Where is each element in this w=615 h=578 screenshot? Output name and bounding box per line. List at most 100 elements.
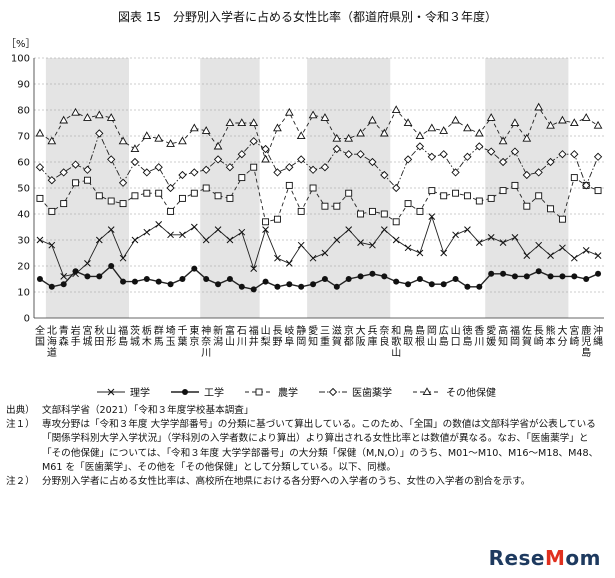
series-line — [39, 215, 599, 277]
category-label: 山口 — [451, 325, 461, 348]
data-point — [368, 115, 377, 124]
data-point — [403, 118, 413, 127]
data-point — [107, 155, 116, 164]
category-label: 福井 — [249, 324, 259, 348]
category-label: 新潟 — [213, 324, 223, 348]
y-tick-label: 20 — [17, 262, 30, 273]
data-point — [71, 107, 80, 116]
data-point — [499, 239, 507, 246]
category-label: 高知 — [498, 324, 508, 348]
category-label: 滋賀 — [332, 324, 342, 348]
data-point — [214, 226, 222, 233]
category-label: 茨城 — [130, 324, 140, 348]
y-tick-label: 10 — [17, 288, 30, 299]
data-point — [486, 113, 496, 121]
data-point — [328, 387, 338, 396]
resemom-logo: ReseMom — [488, 546, 601, 570]
data-point — [439, 126, 449, 134]
data-point — [416, 249, 424, 257]
category-label: 山梨 — [261, 325, 271, 348]
data-point — [72, 268, 79, 275]
data-point — [179, 276, 186, 282]
data-point — [274, 254, 281, 262]
legend-item: 工学 — [170, 384, 224, 399]
data-point — [428, 281, 435, 288]
data-point — [559, 244, 566, 252]
data-point — [535, 192, 543, 200]
data-point — [320, 163, 330, 172]
y-tick-label: 50 — [17, 184, 30, 195]
note-text: 専攻分野は「令和３年度 大学学部番号」の分類に基づいて算出している。このため、「… — [42, 419, 599, 473]
data-point — [48, 241, 56, 249]
y-tick-label: 90 — [17, 80, 30, 91]
data-point — [297, 241, 305, 249]
category-label: 大阪 — [356, 324, 366, 348]
category-labels: 全国北海道青森岩手宮城秋田山形福島茨城栃木群馬埼玉千葉東京神奈川新潟富山石川福井… — [35, 324, 603, 359]
note-label: 注１） — [6, 419, 35, 431]
legend-item: その他保健 — [412, 384, 496, 399]
legend-label: 医歯薬学 — [352, 388, 392, 399]
data-point — [202, 165, 211, 174]
series-lines — [35, 102, 603, 293]
data-point — [345, 276, 352, 282]
data-point — [72, 179, 80, 187]
category-label: 愛媛 — [486, 324, 496, 348]
note-text: 文部科学省（2021）「令和３年度学校基本調査」 — [42, 405, 254, 416]
category-label: 和歌山 — [391, 325, 401, 359]
data-point — [416, 276, 423, 282]
data-point — [95, 192, 103, 200]
data-point — [500, 270, 507, 277]
data-point — [237, 118, 247, 127]
data-point — [155, 221, 163, 228]
data-point — [155, 278, 162, 285]
data-point — [440, 192, 448, 200]
data-point — [59, 115, 69, 124]
data-point — [428, 187, 436, 195]
data-point — [202, 184, 210, 192]
data-point — [535, 268, 542, 275]
data-point — [416, 207, 424, 215]
data-point — [202, 236, 210, 244]
data-point — [201, 126, 211, 134]
data-point — [380, 170, 389, 180]
data-point — [84, 260, 91, 267]
data-point — [310, 281, 317, 288]
data-point — [415, 142, 425, 151]
data-point — [535, 241, 543, 249]
note-label: 注２） — [6, 476, 35, 488]
data-point — [285, 181, 293, 189]
data-point — [356, 150, 365, 159]
category-label: 群馬 — [154, 324, 164, 348]
data-point — [107, 197, 115, 205]
data-point — [488, 270, 495, 277]
category-label: 鳥取 — [403, 324, 413, 348]
data-point — [35, 163, 45, 172]
data-point — [95, 236, 103, 244]
data-point — [249, 137, 258, 146]
data-point — [381, 273, 388, 280]
data-point — [321, 276, 328, 282]
data-point — [522, 133, 532, 142]
data-point — [321, 249, 329, 257]
legend-swatch — [319, 387, 347, 396]
data-point — [119, 200, 127, 208]
data-point — [225, 118, 235, 127]
data-point — [296, 131, 306, 140]
data-point — [392, 236, 400, 244]
data-point — [511, 234, 519, 241]
data-point — [47, 176, 56, 185]
data-point — [84, 273, 91, 280]
data-point — [48, 207, 56, 215]
data-point — [499, 187, 507, 195]
data-point — [36, 276, 43, 282]
data-point — [595, 270, 602, 277]
data-point — [59, 168, 68, 177]
data-point — [215, 281, 222, 288]
data-point — [452, 189, 460, 197]
data-point — [262, 278, 269, 285]
data-point — [297, 207, 305, 215]
y-tick-label: 60 — [17, 158, 30, 169]
data-point — [274, 283, 281, 290]
data-point — [403, 155, 413, 164]
category-label: 福岡 — [510, 324, 520, 348]
